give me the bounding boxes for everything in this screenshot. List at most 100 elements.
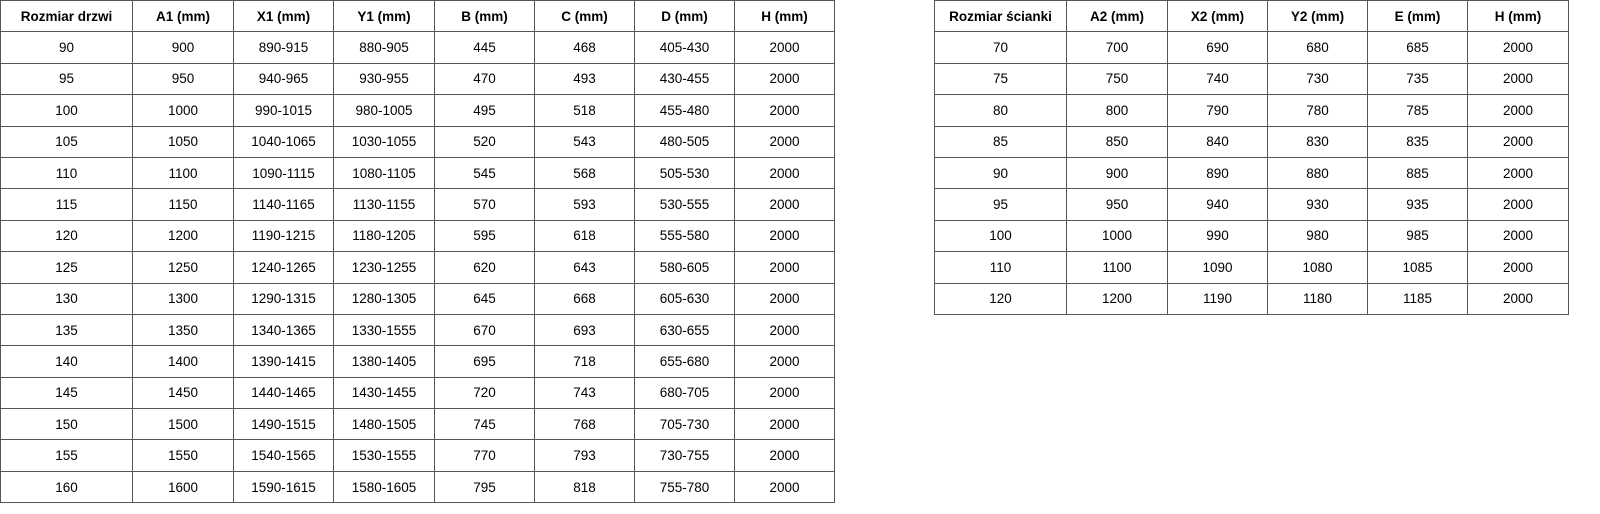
table-cell: 705-730 xyxy=(634,408,735,441)
table-cell: 105 xyxy=(0,125,133,158)
table-cell: 2000 xyxy=(1467,156,1569,190)
table-row: 130 1300 1290-1315 1280-1305 645 668 605-630 20… xyxy=(0,282,835,315)
table-row: 155 1550 1540-1565 1530-1555 770 793 730-755 20… xyxy=(0,439,835,472)
table-cell: 770 xyxy=(434,439,535,472)
table-cell: 693 xyxy=(534,313,635,347)
table-cell: 90 xyxy=(0,31,133,64)
table-cell: 568 xyxy=(534,156,635,190)
table-cell: 493 xyxy=(534,62,635,96)
table-cell: 1040-1065 xyxy=(233,125,334,158)
table-cell: 90 xyxy=(934,156,1067,190)
table-cell: 985 xyxy=(1367,219,1468,253)
table-cell: 1480-1505 xyxy=(333,408,435,441)
table-cell: 990-1015 xyxy=(233,94,334,127)
column-header: Rozmiar ścianki xyxy=(934,0,1067,33)
table-cell: 2000 xyxy=(734,125,835,158)
table-cell: 880-905 xyxy=(333,31,435,64)
table-cell: 605-630 xyxy=(634,282,735,315)
table-cell: 155 xyxy=(0,439,133,472)
table-cell: 115 xyxy=(0,188,133,221)
table-cell: 680-705 xyxy=(634,376,735,410)
table-cell: 518 xyxy=(534,94,635,127)
table-cell: 695 xyxy=(434,345,535,378)
table-cell: 2000 xyxy=(1467,31,1569,64)
table-cell: 520 xyxy=(434,125,535,158)
table-cell: 80 xyxy=(934,94,1067,127)
table-cell: 580-605 xyxy=(634,251,735,284)
table-cell: 2000 xyxy=(734,376,835,410)
header-row: Rozmiar ścianki A2 (mm) X2 (mm) Y2 (mm) E (m… xyxy=(934,0,1569,33)
column-header: C (mm) xyxy=(534,0,635,33)
table-cell: 405-430 xyxy=(634,31,735,64)
column-header: E (mm) xyxy=(1367,0,1468,33)
table-row: 100 1000 990 980 985 2000 xyxy=(934,219,1569,253)
table-cell: 900 xyxy=(132,31,234,64)
table-cell: 700 xyxy=(1066,31,1168,64)
table-cell: 645 xyxy=(434,282,535,315)
column-header: A1 (mm) xyxy=(132,0,234,33)
table-row: 145 1450 1440-1465 1430-1455 720 743 680-705 20… xyxy=(0,376,835,410)
table-cell: 618 xyxy=(534,219,635,253)
table-cell: 850 xyxy=(1066,125,1168,158)
table-cell: 1090-1115 xyxy=(233,156,334,190)
table-cell: 2000 xyxy=(734,313,835,347)
table-cell: 570 xyxy=(434,188,535,221)
table-cell: 2000 xyxy=(734,408,835,441)
table-cell: 445 xyxy=(434,31,535,64)
table-cell: 1100 xyxy=(132,156,234,190)
table-cell: 743 xyxy=(534,376,635,410)
table-cell: 750 xyxy=(1066,62,1168,96)
column-header: D (mm) xyxy=(634,0,735,33)
table-cell: 2000 xyxy=(734,439,835,472)
table-cell: 735 xyxy=(1367,62,1468,96)
table-cell: 75 xyxy=(934,62,1067,96)
table-row: 95 950 940 930 935 2000 xyxy=(934,188,1569,221)
table-cell: 2000 xyxy=(734,219,835,253)
table-cell: 680 xyxy=(1267,31,1368,64)
table-cell: 2000 xyxy=(1467,125,1569,158)
table-cell: 1085 xyxy=(1367,251,1468,284)
table-cell: 1490-1515 xyxy=(233,408,334,441)
table-row: 105 1050 1040-1065 1030-1055 520 543 480-505 20… xyxy=(0,125,835,158)
table-row: 95 950 940-965 930-955 470 493 430-455 2000 xyxy=(0,62,835,96)
table-cell: 1185 xyxy=(1367,282,1468,315)
table-cell: 593 xyxy=(534,188,635,221)
table-cell: 940-965 xyxy=(233,62,334,96)
table-row: 110 1100 1090-1115 1080-1105 545 568 505-530 20… xyxy=(0,156,835,190)
table-cell: 900 xyxy=(1066,156,1168,190)
table-cell: 755-780 xyxy=(634,470,735,504)
table-cell: 1140-1165 xyxy=(233,188,334,221)
table-cell: 545 xyxy=(434,156,535,190)
table-cell: 160 xyxy=(0,470,133,504)
table-cell: 690 xyxy=(1167,31,1268,64)
column-header: H (mm) xyxy=(734,0,835,33)
wall-size-table: Rozmiar ścianki A2 (mm) X2 (mm) Y2 (mm) E (m… xyxy=(934,0,1569,315)
header-row: Rozmiar drzwi A1 (mm) X1 (mm) Y1 (mm) B (mm)… xyxy=(0,0,835,33)
table-cell: 2000 xyxy=(734,31,835,64)
table-cell: 930-955 xyxy=(333,62,435,96)
table-cell: 2000 xyxy=(734,94,835,127)
table-cell: 720 xyxy=(434,376,535,410)
table-cell: 1500 xyxy=(132,408,234,441)
table-cell: 1400 xyxy=(132,345,234,378)
table-cell: 1430-1455 xyxy=(333,376,435,410)
table-cell: 785 xyxy=(1367,94,1468,127)
table-cell: 930 xyxy=(1267,188,1368,221)
table-cell: 1550 xyxy=(132,439,234,472)
table-row: 120 1200 1190-1215 1180-1205 595 618 555-580 20… xyxy=(0,219,835,253)
table-row: 160 1600 1590-1615 1580-1605 795 818 755-780 20… xyxy=(0,470,835,504)
table-cell: 95 xyxy=(0,62,133,96)
table-cell: 1080-1105 xyxy=(333,156,435,190)
table-cell: 1440-1465 xyxy=(233,376,334,410)
table-cell: 468 xyxy=(534,31,635,64)
table-cell: 595 xyxy=(434,219,535,253)
table-cell: 2000 xyxy=(734,470,835,504)
table-cell: 495 xyxy=(434,94,535,127)
table-cell: 2000 xyxy=(734,62,835,96)
table-cell: 430-455 xyxy=(634,62,735,96)
table-cell: 1580-1605 xyxy=(333,470,435,504)
table-cell: 730 xyxy=(1267,62,1368,96)
table-cell: 120 xyxy=(934,282,1067,315)
table-cell: 1200 xyxy=(1066,282,1168,315)
table-cell: 630-655 xyxy=(634,313,735,347)
